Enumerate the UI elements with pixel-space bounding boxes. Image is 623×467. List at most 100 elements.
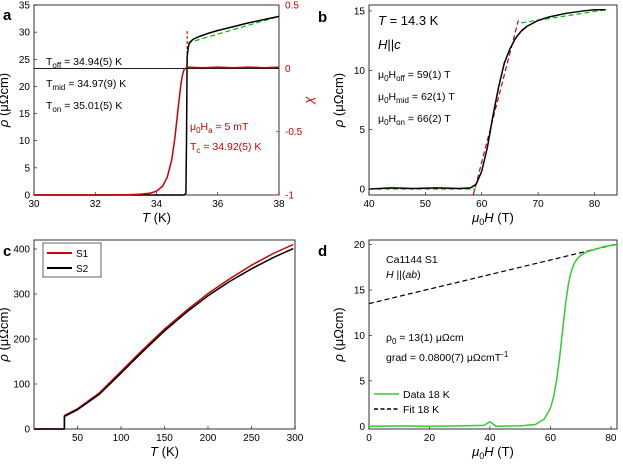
y-tick-label-b: 10 xyxy=(354,66,366,77)
series-line-a--t- xyxy=(34,66,280,196)
legend-c-s2-label: S2 xyxy=(76,264,89,275)
x-tick-label-b: 70 xyxy=(533,199,545,210)
title-field-direction-d: H ||(ab) xyxy=(386,269,421,281)
annotation-h-off: μ0Hoff = 59(1) T xyxy=(378,69,451,83)
y-axis-label-c: ρ (μΩcm) xyxy=(0,307,11,362)
y-axis-label-a: ρ (μΩcm) xyxy=(0,73,11,128)
y-tick-label-a: 35 xyxy=(19,1,31,12)
x-tick-label-a: 32 xyxy=(90,199,102,210)
panel-d: d 0 20 40 60 80 0 5 10 15 20 μ0H (T) ρ (μΩcm) Ca114… xyxy=(318,239,618,461)
panel-b: b 40 50 60 70 80 0 5 10 15 μ0H (T) ρ (μΩcm) T = 14… xyxy=(318,4,618,227)
x-axis-label-c: T (K) xyxy=(150,444,179,459)
panel-c: c 50 100 150 200 250 300 0 100 200 300 400 T (K) ρ (… xyxy=(0,239,304,459)
x-tick-label-a: 38 xyxy=(273,199,285,210)
y-tick-label-a: 5 xyxy=(24,163,30,174)
x-tick-label-c: 300 xyxy=(287,433,304,444)
y-right-axis-label-a: χ xyxy=(301,96,316,105)
panel-a: a 30 32 34 36 38 0 5 10 15 20 25 30 35 T (K) ρ (μΩcm) -… xyxy=(0,1,316,226)
x-tick-label-d: 20 xyxy=(424,433,436,444)
series-line-d-data-18-k xyxy=(368,243,618,428)
fit-line-b-2 xyxy=(472,20,519,196)
x-tick-label-d: 40 xyxy=(484,433,496,444)
axes-frame-b xyxy=(368,4,618,196)
series-line-a--t- xyxy=(34,15,280,196)
y-tick-label-b: 0 xyxy=(359,185,365,196)
annotation-t-on: Ton = 35.01(5) K xyxy=(46,100,122,114)
panel-label-a: a xyxy=(3,7,12,24)
y-tick-label-b: 15 xyxy=(354,6,366,17)
panel-label-c: c xyxy=(3,243,11,260)
y-tick-label-b: 5 xyxy=(359,125,365,136)
annotation-tc: Tc = 34.92(5) K xyxy=(190,141,261,155)
x-tick-label-a: 36 xyxy=(212,199,224,210)
y-tick-label-d: 15 xyxy=(354,285,366,296)
legend-d: Data 18 K Fit 18 K xyxy=(374,389,450,416)
y-tick-label-a: 25 xyxy=(19,55,31,66)
y-right-tick-label-a: 0.5 xyxy=(285,1,299,12)
y-tick-label-c: 0 xyxy=(24,425,30,436)
annotation-gradient: grad = 0.0800(7) μΩcmT-1 xyxy=(386,350,509,364)
x-tick-label-c: 50 xyxy=(72,433,84,444)
y-tick-label-d: 10 xyxy=(354,331,366,342)
y-tick-label-c: 300 xyxy=(13,290,30,301)
annotation-h-on: μ0Hon = 66(2) T xyxy=(378,113,451,127)
x-tick-label-d: 0 xyxy=(366,433,372,444)
x-tick-label-c: 150 xyxy=(156,433,173,444)
y-axis-label-d: ρ (μΩcm) xyxy=(331,307,346,362)
x-tick-label-d: 80 xyxy=(605,433,617,444)
x-tick-label-b: 50 xyxy=(420,199,432,210)
legend-c-s1-label: S1 xyxy=(76,249,89,260)
annotation-applied-field: μ0Ha = 5 mT xyxy=(190,121,249,135)
fit-line-d-0 xyxy=(368,243,618,305)
panel-c-plot-area: 50 100 150 200 250 300 0 100 200 300 400 T (K) ρ (μΩ… xyxy=(0,239,304,459)
title-temperature: T = 14.3 K xyxy=(378,13,439,28)
y-tick-label-a: 0 xyxy=(24,191,30,202)
x-tick-label-b: 80 xyxy=(589,199,601,210)
panel-b-plot-area: 40 50 60 70 80 0 5 10 15 μ0H (T) ρ (μΩcm) xyxy=(331,4,618,227)
legend-d-fit-label: Fit 18 K xyxy=(403,404,439,416)
fit-line-a-1 xyxy=(186,15,280,44)
y-tick-label-d: 5 xyxy=(359,376,365,387)
y-tick-label-d: 20 xyxy=(354,240,366,251)
y-tick-label-c: 400 xyxy=(13,245,30,256)
panel-label-b: b xyxy=(318,9,327,26)
series-line-b--h- xyxy=(368,9,606,190)
y-tick-label-a: 20 xyxy=(19,82,31,93)
y-tick-label-a: 30 xyxy=(19,28,31,39)
x-tick-label-a: 34 xyxy=(151,199,163,210)
panel-label-d: d xyxy=(318,243,327,260)
series-line-c-s1 xyxy=(34,243,294,430)
title-sample: Ca1144 S1 xyxy=(386,254,438,266)
x-tick-label-c: 200 xyxy=(200,433,217,444)
series-line-c-s2 xyxy=(34,247,294,430)
annotation-t-mid: Tmid = 34.97(9) K xyxy=(46,78,126,92)
y-right-tick-label-a: -1 xyxy=(285,191,294,202)
x-tick-label-b: 60 xyxy=(476,199,488,210)
y-axis-label-b: ρ (μΩcm) xyxy=(331,73,346,128)
panel-d-plot-area: 0 20 40 60 80 0 5 10 15 20 μ0H (T) ρ (μΩcm) xyxy=(331,239,618,461)
axes-frame-d xyxy=(368,239,618,430)
annotation-rho0: ρ0 = 13(1) μΩcm xyxy=(386,332,464,346)
x-axis-label-b: μ0H (T) xyxy=(471,210,514,227)
annotation-h-mid: μ0Hmid = 62(1) T xyxy=(378,91,455,105)
annotation-t-off: Toff = 34.94(5) K xyxy=(46,56,122,70)
y-tick-label-c: 200 xyxy=(13,335,30,346)
y-tick-label-d: 0 xyxy=(359,422,365,433)
x-tick-label-c: 100 xyxy=(113,433,130,444)
x-tick-label-b: 40 xyxy=(363,199,375,210)
legend-c-box xyxy=(42,242,102,278)
x-tick-label-a: 30 xyxy=(28,199,40,210)
legend-c: S1 S2 xyxy=(42,242,102,278)
panel-a-plot-area: 30 32 34 36 38 0 5 10 15 20 25 30 35 T (K) ρ (μΩcm) -1 -… xyxy=(0,1,316,226)
x-axis-label-d: μ0H (T) xyxy=(471,444,514,461)
legend-d-data-label: Data 18 K xyxy=(403,389,450,401)
y-tick-label-a: 15 xyxy=(19,109,31,120)
y-right-tick-label-a: -0.5 xyxy=(285,127,303,138)
title-field-direction: H||c xyxy=(378,37,401,52)
x-tick-label-c: 250 xyxy=(243,433,260,444)
y-tick-label-c: 100 xyxy=(13,380,30,391)
x-axis-label-a: T (K) xyxy=(142,210,171,225)
fit-line-b-1 xyxy=(521,9,606,24)
y-tick-label-a: 10 xyxy=(19,136,31,147)
